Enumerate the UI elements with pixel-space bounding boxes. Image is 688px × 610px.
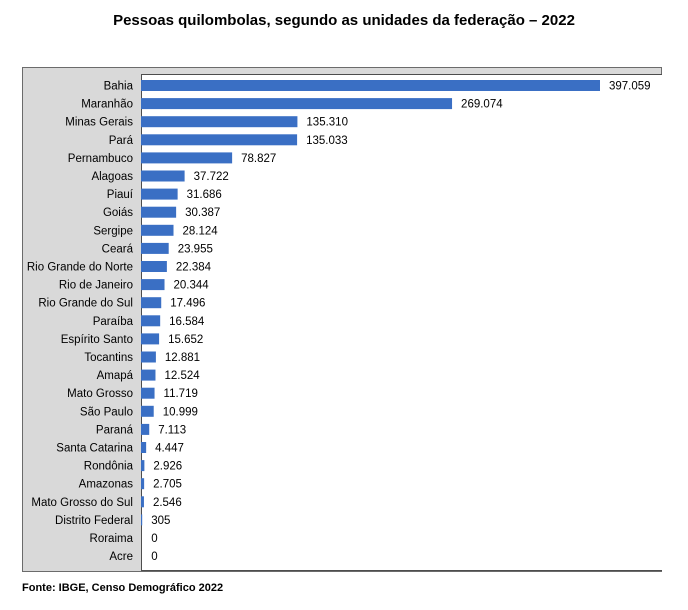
bar-amapa bbox=[141, 369, 156, 381]
bar-para bbox=[141, 134, 298, 146]
category-label-roraima: Roraima bbox=[90, 533, 134, 545]
category-label-bahia: Bahia bbox=[104, 81, 134, 93]
category-label-para: Pará bbox=[109, 135, 134, 147]
bar-parana bbox=[141, 423, 150, 435]
data-label-rio-de-janeiro: 20.344 bbox=[174, 280, 210, 292]
bar-rondonia bbox=[141, 460, 145, 472]
bar-espirito-santo bbox=[141, 333, 160, 345]
bar-rio-grande-do-norte bbox=[141, 261, 167, 272]
data-label-mato-grosso: 11.719 bbox=[164, 388, 198, 400]
data-label-rio-grande-do-norte: 22.384 bbox=[176, 262, 212, 274]
data-label-acre: 0 bbox=[151, 551, 157, 563]
category-label-rio-grande-do-sul: Rio Grande do Sul bbox=[38, 298, 133, 310]
bar-maranhao bbox=[141, 98, 453, 110]
bar-amazonas bbox=[141, 478, 145, 490]
data-label-distrito-federal: 305 bbox=[151, 515, 170, 527]
category-label-alagoas: Alagoas bbox=[91, 171, 133, 183]
category-label-goias: Goiás bbox=[103, 207, 133, 219]
category-label-minas-gerais: Minas Gerais bbox=[65, 117, 133, 129]
data-label-ceara: 23.955 bbox=[178, 243, 213, 255]
bar-rio-grande-do-sul bbox=[141, 297, 162, 309]
category-label-paraiba: Paraíba bbox=[93, 316, 134, 328]
data-label-minas-gerais: 135.310 bbox=[306, 117, 348, 129]
category-label-pernambuco: Pernambuco bbox=[68, 153, 133, 165]
data-label-santa-catarina: 4.447 bbox=[155, 443, 184, 455]
data-label-sao-paulo: 10.999 bbox=[163, 406, 198, 418]
data-label-para: 135.033 bbox=[306, 135, 348, 147]
data-label-maranhao: 269.074 bbox=[461, 99, 503, 111]
category-label-acre: Acre bbox=[109, 551, 133, 563]
bar-paraiba bbox=[141, 315, 161, 327]
bar-santa-catarina bbox=[141, 442, 147, 453]
bar-bahia bbox=[141, 80, 600, 91]
data-label-espirito-santo: 15.652 bbox=[168, 334, 203, 346]
bar-sao-paulo bbox=[141, 405, 154, 417]
bar-ceara bbox=[141, 242, 169, 254]
data-label-pernambuco: 78.827 bbox=[241, 153, 276, 165]
bar-minas-gerais bbox=[141, 116, 298, 128]
data-label-rondonia: 2.926 bbox=[153, 461, 182, 473]
data-label-paraiba: 16.584 bbox=[169, 316, 205, 328]
data-label-sergipe: 28.124 bbox=[183, 225, 219, 237]
category-label-amapa: Amapá bbox=[97, 370, 134, 382]
category-label-piaui: Piauí bbox=[107, 189, 134, 201]
category-label-sao-paulo: São Paulo bbox=[80, 406, 133, 418]
bar-mato-grosso bbox=[141, 387, 155, 399]
data-label-roraima: 0 bbox=[151, 533, 157, 545]
category-label-mato-grosso: Mato Grosso bbox=[67, 388, 133, 400]
category-label-tocantins: Tocantins bbox=[84, 352, 133, 364]
bar-mato-grosso-do-sul bbox=[141, 496, 144, 508]
data-label-goias: 30.387 bbox=[185, 207, 220, 219]
bar-alagoas bbox=[141, 170, 185, 182]
bar-goias bbox=[141, 206, 177, 218]
chart-title: Pessoas quilombolas, segundo as unidades… bbox=[113, 12, 575, 29]
category-label-rio-grande-do-norte: Rio Grande do Norte bbox=[27, 262, 133, 274]
data-label-amapa: 12.524 bbox=[164, 370, 200, 382]
data-label-parana: 7.113 bbox=[158, 424, 186, 436]
category-label-santa-catarina: Santa Catarina bbox=[56, 443, 133, 455]
data-label-alagoas: 37.722 bbox=[194, 171, 229, 183]
source-note: Fonte: IBGE, Censo Demográfico 2022 bbox=[22, 582, 224, 594]
data-label-mato-grosso-do-sul: 2.546 bbox=[153, 497, 182, 509]
category-label-parana: Paraná bbox=[96, 424, 134, 436]
bar-piaui bbox=[141, 188, 178, 200]
data-label-piaui: 31.686 bbox=[187, 189, 222, 201]
bar-rio-de-janeiro bbox=[141, 279, 165, 291]
category-label-rio-de-janeiro: Rio de Janeiro bbox=[59, 280, 133, 292]
category-label-ceara: Ceará bbox=[102, 243, 134, 255]
bar-sergipe bbox=[141, 224, 174, 236]
category-label-distrito-federal: Distrito Federal bbox=[55, 515, 133, 527]
data-label-bahia: 397.059 bbox=[609, 81, 651, 93]
data-label-tocantins: 12.881 bbox=[165, 352, 200, 364]
data-label-rio-grande-do-sul: 17.496 bbox=[170, 298, 205, 310]
data-label-amazonas: 2.705 bbox=[153, 479, 182, 491]
category-label-sergipe: Sergipe bbox=[93, 225, 133, 237]
bar-pernambuco bbox=[141, 152, 233, 164]
category-label-rondonia: Rondônia bbox=[84, 461, 134, 473]
category-label-espirito-santo: Espírito Santo bbox=[61, 334, 133, 346]
category-label-mato-grosso-do-sul: Mato Grosso do Sul bbox=[31, 497, 133, 509]
category-label-maranhao: Maranhão bbox=[81, 99, 133, 111]
category-label-amazonas: Amazonas bbox=[79, 479, 134, 491]
bar-tocantins bbox=[141, 351, 156, 363]
bar-distrito-federal bbox=[141, 514, 143, 526]
